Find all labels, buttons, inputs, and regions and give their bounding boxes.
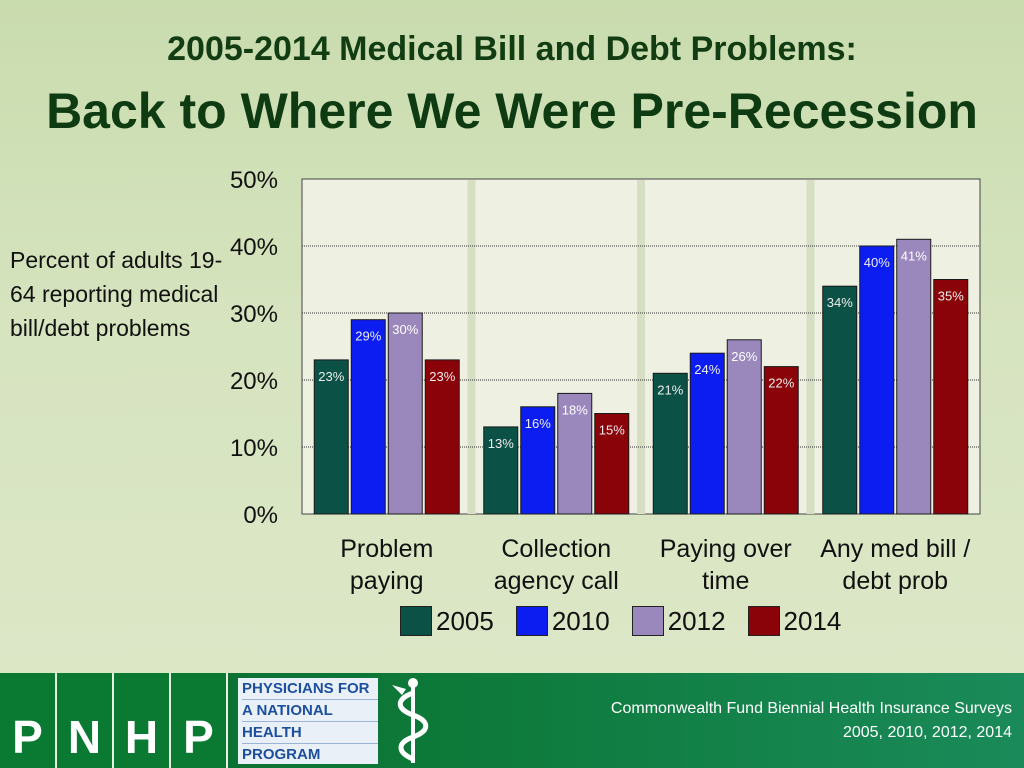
logo-text-line: HEALTH xyxy=(242,722,378,744)
legend-swatch-2005 xyxy=(400,606,432,636)
logo-letter-p1: P xyxy=(0,673,57,768)
bar-value-label: 23% xyxy=(429,369,455,384)
bar-value-label: 22% xyxy=(768,376,794,391)
group-separator xyxy=(467,180,476,514)
bar-value-label: 30% xyxy=(392,322,418,337)
x-category-label: paying xyxy=(350,567,424,595)
bar-2014 xyxy=(594,413,630,515)
x-category-label: agency call xyxy=(494,567,619,595)
x-category-label: time xyxy=(702,567,749,595)
bar-value-label: 26% xyxy=(731,349,757,364)
footer-bar: P N H P PHYSICIANS FOR A NATIONAL HEALTH… xyxy=(0,673,1024,768)
bar-2005 xyxy=(822,285,858,515)
bar-value-label: 13% xyxy=(488,436,514,451)
logo-text-line: PHYSICIANS FOR xyxy=(242,678,378,700)
y-tick-label: 10% xyxy=(230,435,278,462)
y-tick-label: 0% xyxy=(243,502,278,529)
y-axis-description: Percent of adults 19-64 reporting medica… xyxy=(10,247,223,341)
bar-2010 xyxy=(859,245,895,515)
group-separator xyxy=(806,180,815,514)
legend-label-2012: 2012 xyxy=(667,605,726,636)
bar-2014 xyxy=(933,279,969,515)
logo-letter-h: H xyxy=(114,673,171,768)
bar-2005 xyxy=(483,426,519,515)
legend-swatch-2012 xyxy=(631,606,664,636)
chart-supertitle: 2005-2014 Medical Bill and Debt Problems… xyxy=(167,30,857,68)
legend-label-2014: 2014 xyxy=(783,605,842,636)
bar-value-label: 18% xyxy=(562,402,588,417)
bar-value-label: 24% xyxy=(694,362,720,377)
y-tick-label: 30% xyxy=(230,301,278,328)
legend: 2005 2010 2012 2014 xyxy=(400,604,863,638)
y-tick-label: 50% xyxy=(230,167,278,194)
pnhp-logo-text: PHYSICIANS FOR A NATIONAL HEALTH PROGRAM xyxy=(238,678,378,764)
x-category-label: Collection xyxy=(501,535,611,563)
source-citation: Commonwealth Fund Biennial Health Insura… xyxy=(611,697,1012,745)
source-line-1: Commonwealth Fund Biennial Health Insura… xyxy=(610,700,1012,717)
legend-item-2012: 2012 xyxy=(631,605,726,637)
logo-letter-p2: P xyxy=(171,673,228,768)
caduceus-icon xyxy=(392,678,429,763)
logo-letter-n: N xyxy=(57,673,114,768)
legend-item-2005: 2005 xyxy=(400,606,494,637)
legend-item-2014: 2014 xyxy=(747,605,842,637)
legend-label-2010: 2010 xyxy=(551,605,610,636)
bar-value-label: 15% xyxy=(599,423,625,438)
y-tick-label: 20% xyxy=(230,368,278,395)
x-category-label: Paying over xyxy=(660,535,792,563)
bar-2012 xyxy=(387,312,423,515)
x-category-label: debt prob xyxy=(842,567,948,595)
pnhp-logo-letters: P N H P xyxy=(0,673,228,768)
logo-text-line: PROGRAM xyxy=(242,746,321,763)
legend-swatch-2010 xyxy=(515,606,548,636)
bar-value-label: 41% xyxy=(901,248,927,263)
bar-2010 xyxy=(689,352,725,515)
bar-2012 xyxy=(726,339,762,515)
bar-2014 xyxy=(763,366,799,515)
bar-value-label: 21% xyxy=(657,382,683,397)
bar-value-label: 40% xyxy=(864,255,890,270)
x-category-label: Problem xyxy=(340,535,433,563)
bar-value-label: 35% xyxy=(938,289,964,304)
source-line-2: 2005, 2010, 2012, 2014 xyxy=(842,724,1012,741)
bar-value-label: 23% xyxy=(318,369,344,384)
bar-2005 xyxy=(652,372,688,515)
bar-value-label: 29% xyxy=(355,329,381,344)
bar-2014 xyxy=(424,359,460,515)
bar-chart: 0% 10% 20% 30% 40% 50% 23% 29% 30% 23% Problem payi… xyxy=(230,167,981,595)
chart-title: Back to Where We Were Pre-Recession xyxy=(46,83,978,139)
logo-text-line: A NATIONAL xyxy=(242,700,378,722)
bar-2010 xyxy=(350,319,386,515)
bar-2010 xyxy=(520,406,556,515)
legend-swatch-2014 xyxy=(747,606,780,636)
y-tick-label: 40% xyxy=(230,234,278,261)
bar-value-label: 16% xyxy=(525,416,551,431)
bar-2005 xyxy=(313,359,349,515)
group-separator xyxy=(637,180,645,514)
bar-2012 xyxy=(557,392,593,515)
bar-value-label: 34% xyxy=(827,295,853,310)
legend-label-2005: 2005 xyxy=(436,605,494,636)
bar-2012 xyxy=(896,238,932,515)
legend-item-2010: 2010 xyxy=(515,605,610,637)
x-category-label: Any med bill / xyxy=(820,535,970,563)
